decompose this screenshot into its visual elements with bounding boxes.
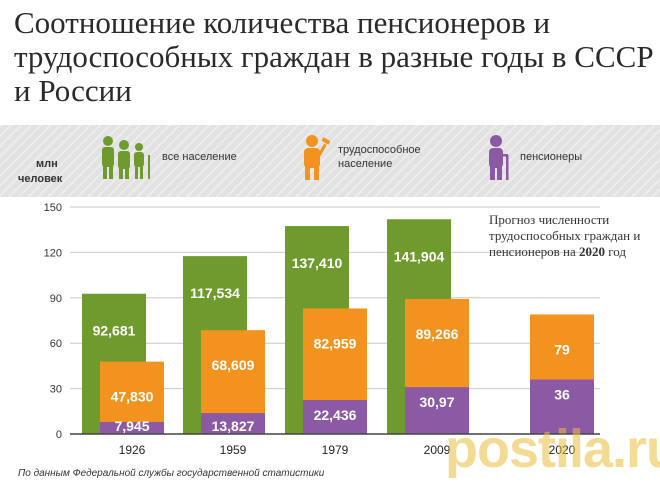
legend-label-total: все население [162,151,237,163]
unit-line-2: человек [18,173,63,185]
legend-item-working: трудоспособное население [298,133,448,181]
bar-pensioners-1959 [201,413,265,434]
bar-working-1926 [100,361,164,434]
y-tick-label: 90 [50,293,62,305]
bar-pensioners-1979 [303,400,367,434]
bar-chart: 0 30 60 90 120 150 92,681 47,830 7,945 117,534 68… [44,202,600,457]
y-tick-label: 120 [44,247,62,259]
x-tick-label: 1926 [119,443,146,457]
label-total-2009: 141,904 [394,248,445,264]
annotation-text: Прогноз численности трудоспособных гражд… [489,212,641,259]
elderly-icon [489,135,509,180]
label-working-1959: 68,609 [212,357,255,373]
y-tick-label: 150 [44,202,62,214]
bar-pensioners-2020 [530,379,594,434]
legend-item-total: все население [98,133,237,181]
y-tick-label: 30 [50,384,62,396]
bars: 92,681 47,830 7,945 117,534 68,609 13,827 137,… [82,219,594,434]
x-axis: 1926 1959 1979 2009 2020 [70,433,600,457]
label-pensioners-1959: 13,827 [212,418,255,434]
label-working-2020: 79 [554,341,570,357]
legend-label-pensioners: пенсионеры [520,151,583,163]
bar-pensioners-1926 [100,421,164,434]
y-axis-unit: млн человек [18,157,78,187]
label-total-1926: 92,681 [93,323,136,339]
label-pensioners-2009: 30,97 [419,394,454,410]
y-axis: 0 30 60 90 120 150 [44,202,62,441]
x-tick-label: 2009 [424,443,451,457]
bar-pensioners-2009 [405,387,469,434]
label-pensioners-1926: 7,945 [114,418,149,434]
annotation-suffix: год [605,244,627,259]
family-icon [102,136,150,179]
worker-icon [304,135,331,180]
chart-title: Соотношение количества пенсионеров и тру… [14,5,654,108]
x-tick-label: 1959 [220,443,247,457]
label-pensioners-2020: 36 [554,387,570,403]
y-tick-label: 60 [50,338,62,350]
source-note: По данным Федеральной службы государстве… [18,468,325,479]
x-tick-label: 1979 [322,443,349,457]
unit-line-1: млн [36,158,58,170]
label-pensioners-1979: 22,436 [314,407,357,423]
y-tick-label: 0 [56,429,62,441]
forecast-annotation: Прогноз численности трудоспособных гражд… [489,212,659,260]
label-working-1926: 47,830 [111,389,154,405]
label-working-2009: 89,266 [416,326,459,342]
legend-item-pensioners: пенсионеры [484,133,582,181]
label-working-1979: 82,959 [314,335,357,351]
watermark-logo: postila.ru [445,419,660,479]
label-total-1959: 117,534 [190,285,240,301]
annotation-year: 2020 [579,244,606,259]
x-tick-label: 2020 [549,443,576,457]
legend-label-working: трудоспособное население [338,144,421,170]
label-total-1979: 137,410 [292,255,343,271]
